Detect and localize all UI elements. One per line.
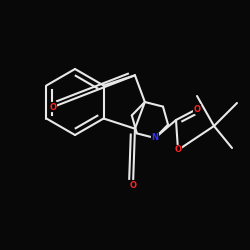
Text: O: O — [50, 102, 56, 112]
Text: O: O — [194, 104, 200, 114]
Text: O: O — [174, 146, 182, 154]
Text: O: O — [130, 180, 136, 190]
Text: N: N — [152, 134, 158, 142]
